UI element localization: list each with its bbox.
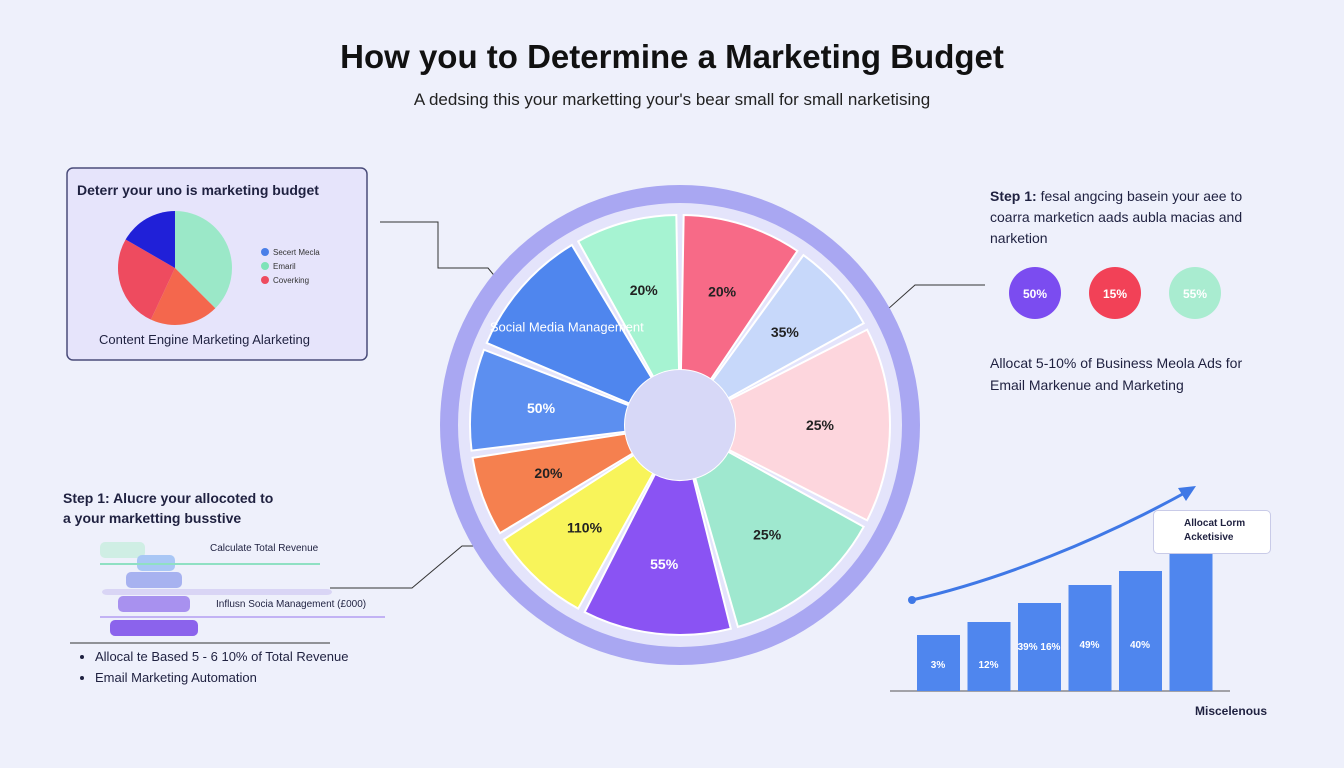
segment-label: 20% <box>534 465 563 481</box>
bar-label: 39% 16% <box>1018 642 1061 653</box>
segment-label: 50% <box>527 400 556 416</box>
bullet: Email Marketing Automation <box>95 667 348 688</box>
bullets: Allocal te Based 5 - 6 10% of Total Reve… <box>55 646 348 688</box>
legend-dot <box>261 248 269 256</box>
stack-layer <box>118 596 190 612</box>
pie-slice <box>175 211 232 309</box>
segment-label: 55% <box>650 556 679 572</box>
legend-label: Secert Mecla <box>273 248 320 257</box>
legend-dot <box>261 262 269 270</box>
card-title: Deterr your uno is marketing budget <box>77 182 319 198</box>
title: How you to Determine a Marketing Budget <box>340 38 1004 75</box>
legend-label: Coverking <box>273 276 309 285</box>
bar-label: 12% <box>978 660 998 671</box>
stack-label: Influsn Socia Management (£000) <box>216 599 367 610</box>
connector <box>330 545 490 589</box>
trend-start <box>908 596 916 604</box>
trend <box>911 488 1191 602</box>
step-circle <box>1169 267 1221 319</box>
right-note: Allocat 5-10% of Business Meola Ads for … <box>990 355 1243 393</box>
segment-label: 25% <box>806 417 835 433</box>
step-heading: Step 1: <box>63 490 110 506</box>
circle-label: 50% <box>1023 287 1047 301</box>
card-caption: Content Engine Marketing Alarketing <box>99 332 311 347</box>
step-circle <box>1009 267 1061 319</box>
subtitle: A dedsing this your marketting your's be… <box>413 90 931 109</box>
bar <box>967 622 1011 691</box>
pie-slice <box>118 239 175 320</box>
circle-label: 15% <box>1103 287 1127 301</box>
bar <box>1119 571 1162 691</box>
circle-label: 55% <box>1183 287 1207 301</box>
pie-slice <box>125 211 175 268</box>
segment-label: 20% <box>708 283 737 299</box>
bar <box>917 635 960 691</box>
right-step: Step 1: fesal angcing basein your aee to… <box>990 186 1260 249</box>
step-text: fesal angcing basein your aee to coarra … <box>990 188 1243 246</box>
step-circle <box>1089 267 1141 319</box>
legend-dot <box>261 276 269 284</box>
pie-slice <box>150 268 216 326</box>
x-label: Miscelenous <box>1195 704 1268 718</box>
donut-hole <box>625 370 735 480</box>
legend-label: Emaril <box>273 262 296 271</box>
stack-layer <box>100 542 145 558</box>
bar-label: 49% <box>1079 640 1099 651</box>
stack-label: Calculate Total Revenue <box>210 543 319 554</box>
segment-label: 25% <box>753 527 782 543</box>
segment-label: Social Media Management <box>490 320 644 335</box>
left-step: Step 1: Alucre your allocoted to a your … <box>63 488 283 528</box>
bullet: Allocal te Based 5 - 6 10% of Total Reve… <box>95 646 348 667</box>
bar <box>1018 603 1061 691</box>
segment-label: 20% <box>630 282 659 298</box>
bar <box>1068 585 1112 691</box>
connector <box>380 221 503 286</box>
bar-label: 3% <box>931 660 946 671</box>
segment-label: 35% <box>771 324 800 340</box>
step-text: Alucre your allocoted to a your marketti… <box>63 490 274 526</box>
segment-label: 110% <box>567 519 603 535</box>
stack-layer <box>102 589 332 595</box>
bar-label: 40% <box>1130 640 1150 651</box>
callout: Allocat Lorm Acketisive <box>1153 510 1271 554</box>
stack-layer <box>110 620 198 636</box>
trend-arrow <box>1178 486 1196 501</box>
step-heading: Step 1: <box>990 188 1037 204</box>
stack-layer <box>126 572 182 588</box>
